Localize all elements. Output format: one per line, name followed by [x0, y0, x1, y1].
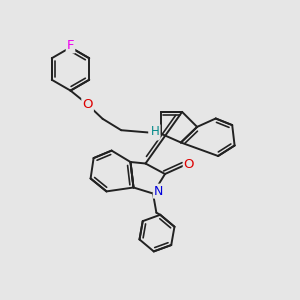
Text: H: H — [151, 125, 160, 138]
Text: F: F — [67, 39, 74, 52]
Text: N: N — [149, 126, 159, 140]
Text: O: O — [82, 98, 93, 111]
Text: N: N — [154, 184, 163, 198]
Text: O: O — [184, 158, 194, 171]
